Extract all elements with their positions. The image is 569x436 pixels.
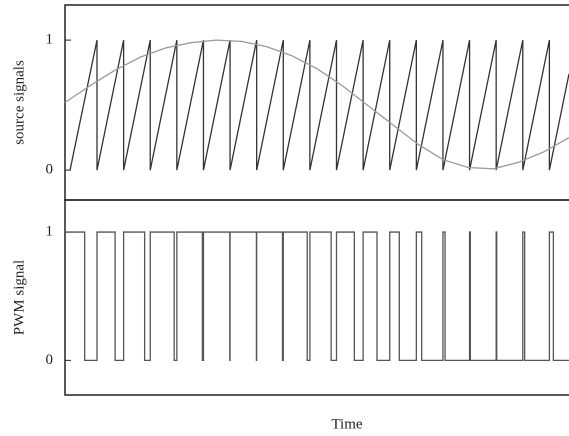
y-tick-label: 1 (46, 224, 54, 240)
y-axis-label: PWM signal (11, 260, 27, 335)
plot-frame (64, 199, 569, 396)
y-tick-label: 1 (46, 32, 54, 48)
y-axis-label: source signals (11, 60, 27, 145)
series-line (69, 39, 569, 171)
y-tick-label: 0 (46, 162, 54, 178)
x-axis-label: Time (331, 416, 362, 432)
y-tick-label: 0 (46, 352, 54, 368)
series-line (65, 231, 569, 362)
plot-frame (64, 4, 569, 201)
series-line (64, 39, 569, 170)
